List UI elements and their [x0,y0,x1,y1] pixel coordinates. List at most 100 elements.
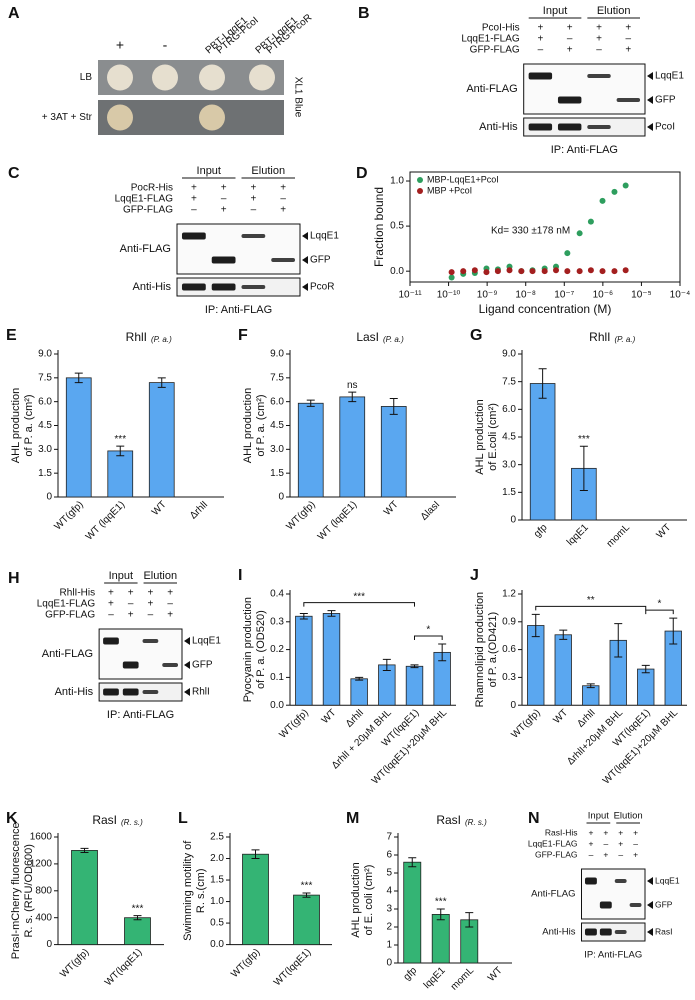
y-tick-label: 1 [386,940,392,951]
sign: + [128,588,134,599]
y-tick-label: 9.0 [502,349,516,360]
y-tick-label: 0 [278,492,284,503]
sign: – [618,849,623,859]
target-label: LqqE1 [310,231,339,242]
x-tick-label: WT (lqqE1) [84,499,127,542]
sign: – [603,838,608,848]
error-bar [531,613,540,638]
band [142,639,159,643]
x-tick-label: gfp [402,965,420,983]
y-tick-label: 0.3 [270,616,284,627]
band [528,123,553,131]
y-tick-label: 0.0 [270,700,284,711]
x-tick-label: WT(gfp) [229,947,262,980]
blot-frame [98,682,183,702]
y-tick-label: 0.0 [210,939,224,950]
chart-subtitle: (R. s.) [465,818,487,827]
error-bar [438,643,447,662]
y-tick-label: 0 [46,492,52,503]
row-label: LqqE1-FLAG [115,194,174,205]
y-tick-label: 4 [386,886,392,897]
error-bar [302,892,311,898]
error-bar [348,391,357,403]
row-label: PcoI-His [482,23,520,34]
row-label: PocR-His [131,183,173,194]
error-bar [116,445,125,457]
blot-frame [523,117,646,137]
y-axis-label: AHL production [474,399,486,474]
sign: + [567,45,573,56]
sign: + [537,34,543,45]
bar [350,678,368,706]
row-label: GFP-FLAG [535,849,578,859]
target-label: LqqE1 [192,636,221,647]
group-label: Elution [143,570,177,582]
y-tick-label: 1.5 [38,468,52,479]
target-arrow [647,877,653,885]
bar [297,402,324,498]
error-bar [389,397,398,415]
bar [124,917,151,946]
y-tick-label: 0 [510,515,516,526]
band [142,690,159,694]
error-bar [133,915,142,921]
sign: + [567,23,573,34]
y-axis-label: Fraction bound [372,187,386,267]
point [518,268,525,275]
band [599,901,612,909]
row-label: LqqE1-FLAG [528,838,578,848]
legend-marker [417,177,423,183]
sign: – [633,838,638,848]
sign: – [108,610,114,621]
band [103,637,119,645]
bar [107,450,134,498]
y-axis-label: of P. a. (cm²) [23,394,35,456]
sign: + [191,194,197,205]
sign: + [588,838,593,848]
legend-label: MBP-LqqE1+PcoI [427,174,499,184]
x-tick-label: 10⁻⁴ [670,290,691,301]
y-tick-label: 3.0 [502,459,516,470]
row-label: GFP-FLAG [470,45,520,56]
target-label: LqqE1 [655,875,680,885]
y-tick-label: 7.5 [270,372,284,383]
panel-label: J [470,567,479,584]
y-tick-label: 1200 [30,859,53,870]
significance: * [426,625,430,636]
x-tick-label: 10⁻¹¹ [398,290,422,301]
bar [582,685,600,706]
y-tick-label: 0 [510,700,516,711]
sign: + [250,194,256,205]
y-tick-label: 2.5 [210,832,224,843]
chart-subtitle: (P. a.) [383,335,404,344]
x-tick-label: 10⁻⁸ [515,290,536,301]
x-tick-label: WT [320,707,339,726]
x-tick-label: ΔrhlI [188,499,210,521]
group-label: Elution [251,165,285,177]
significance: *** [435,897,447,908]
y-axis-label: PrasI-mCherry fluorescence [10,822,22,959]
bar [431,914,450,964]
target-arrow [647,72,653,80]
x-tick-label: WT(gfp) [52,499,85,532]
blot-frame [581,868,646,920]
bar [65,377,92,498]
y-axis-label: AHL production [10,388,22,463]
sign: – [567,34,573,45]
y-tick-label: 5 [386,868,392,879]
band [584,877,597,885]
point [622,182,629,189]
y-tick-label: 7.5 [502,376,516,387]
chart-subtitle: (P. a.) [615,335,636,344]
sign: + [633,827,638,837]
bar [637,668,655,706]
y-tick-label: 0.0 [390,266,404,277]
y-tick-label: 9.0 [270,349,284,360]
error-bar [436,908,445,921]
band [103,688,119,696]
sign: – [589,849,594,859]
band [528,72,553,80]
y-tick-label: 0.5 [390,221,404,232]
y-tick-label: 1.2 [502,589,516,600]
chart-title: RhlI [589,330,610,344]
